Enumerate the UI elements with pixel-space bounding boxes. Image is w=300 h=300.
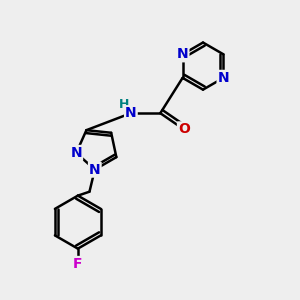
Text: N: N [177,47,188,61]
Text: F: F [73,257,83,271]
Text: N: N [218,71,229,85]
Text: N: N [125,106,137,120]
Text: N: N [89,163,100,177]
Text: H: H [119,98,130,111]
Text: N: N [70,146,82,160]
Text: O: O [178,122,190,136]
